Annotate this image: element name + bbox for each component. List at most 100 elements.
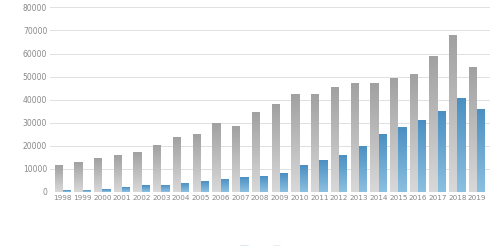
Bar [430,151,438,153]
Bar [350,123,359,125]
Bar [458,174,466,175]
Bar [153,163,162,164]
Bar [173,176,181,177]
Bar [272,128,280,129]
Bar [74,187,82,188]
Bar [449,159,458,161]
Bar [272,154,280,155]
Bar [339,175,347,176]
Bar [398,146,406,147]
Bar [153,188,162,189]
Bar [272,135,280,136]
Bar [339,168,347,169]
Bar [192,188,201,189]
Bar [232,148,240,149]
Bar [331,113,339,114]
Bar [477,141,486,142]
Bar [390,169,398,170]
Bar [272,164,280,165]
Bar [272,177,280,178]
Bar [292,116,300,117]
Bar [469,78,477,80]
Bar [410,82,418,84]
Bar [311,94,320,95]
Bar [320,179,328,180]
Bar [477,184,486,185]
Bar [153,178,162,179]
Bar [300,184,308,185]
Bar [350,113,359,114]
Bar [418,155,426,156]
Bar [153,184,162,185]
Bar [192,166,201,167]
Bar [477,136,486,137]
Bar [292,130,300,131]
Bar [458,190,466,191]
Bar [418,157,426,158]
Bar [173,172,181,173]
Bar [212,167,220,168]
Bar [458,175,466,176]
Bar [458,116,466,117]
Bar [331,104,339,105]
Bar [477,154,486,155]
Bar [74,179,82,180]
Bar [438,144,446,145]
Bar [232,165,240,166]
Bar [350,140,359,141]
Bar [300,187,308,188]
Bar [212,126,220,127]
Bar [458,124,466,125]
Bar [370,101,378,102]
Bar [410,185,418,186]
Bar [477,176,486,177]
Bar [370,129,378,130]
Bar [311,96,320,97]
Bar [350,177,359,178]
Bar [477,161,486,162]
Bar [469,71,477,72]
Bar [418,125,426,126]
Bar [331,92,339,93]
Bar [430,79,438,80]
Bar [292,138,300,139]
Bar [458,146,466,147]
Bar [350,111,359,112]
Bar [232,127,240,128]
Bar [410,151,418,152]
Bar [192,183,201,184]
Bar [370,95,378,96]
Bar [173,165,181,166]
Bar [212,144,220,145]
Bar [390,165,398,166]
Bar [390,177,398,178]
Bar [390,122,398,123]
Bar [449,57,458,59]
Bar [212,160,220,161]
Bar [458,183,466,184]
Bar [153,152,162,153]
Bar [410,105,418,106]
Bar [390,160,398,161]
Bar [418,186,426,187]
Bar [212,190,220,191]
Bar [438,141,446,142]
Bar [390,104,398,105]
Bar [449,179,458,181]
Bar [418,184,426,185]
Bar [410,100,418,101]
Bar [449,84,458,85]
Bar [430,166,438,167]
Bar [252,147,260,148]
Bar [173,171,181,172]
Bar [272,122,280,123]
Bar [449,183,458,184]
Bar [173,145,181,146]
Bar [212,186,220,187]
Bar [54,178,63,179]
Bar [153,164,162,165]
Bar [477,124,486,125]
Bar [418,133,426,134]
Bar [410,109,418,111]
Bar [477,146,486,147]
